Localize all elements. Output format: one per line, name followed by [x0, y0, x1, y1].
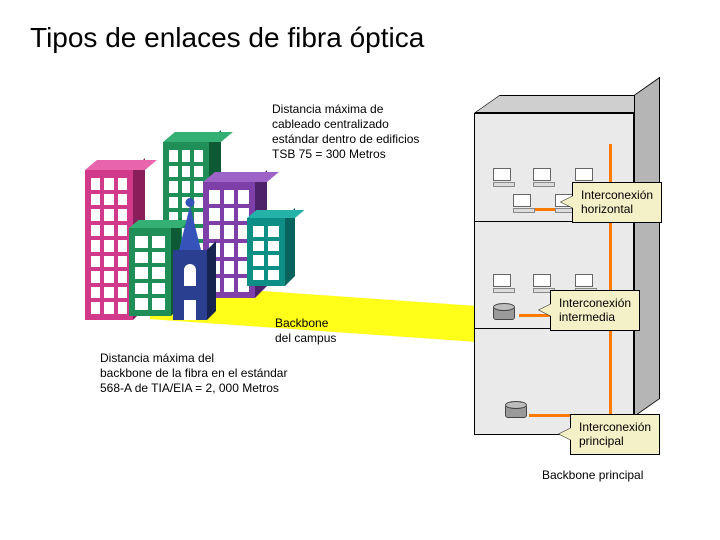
rack-face: [474, 113, 634, 435]
label-backbone-principal: Backbone principal: [542, 468, 643, 483]
computer-icon: [533, 168, 557, 188]
building-rack: [474, 113, 660, 435]
callout-horizontal: Interconexión horizontal: [572, 182, 662, 223]
label-bottom: Distancia máxima del backbone de la fibr…: [100, 351, 360, 396]
rack-side: [634, 77, 660, 417]
computer-icon: [493, 168, 517, 188]
disk-icon: [505, 404, 527, 422]
label-backbone-campus: Backbone del campus: [275, 316, 336, 346]
disk-icon: [493, 306, 515, 324]
callout-principal: Interconexión principal: [570, 414, 660, 455]
rack-top: [474, 95, 660, 113]
page-title: Tipos de enlaces de fibra óptica: [30, 22, 424, 54]
computer-icon: [513, 194, 537, 214]
label-top: Distancia máxima de cableado centralizad…: [272, 102, 452, 162]
callout-intermedia: Interconexión intermedia: [550, 290, 640, 331]
city-cluster: [85, 120, 285, 320]
computer-icon: [493, 274, 517, 294]
